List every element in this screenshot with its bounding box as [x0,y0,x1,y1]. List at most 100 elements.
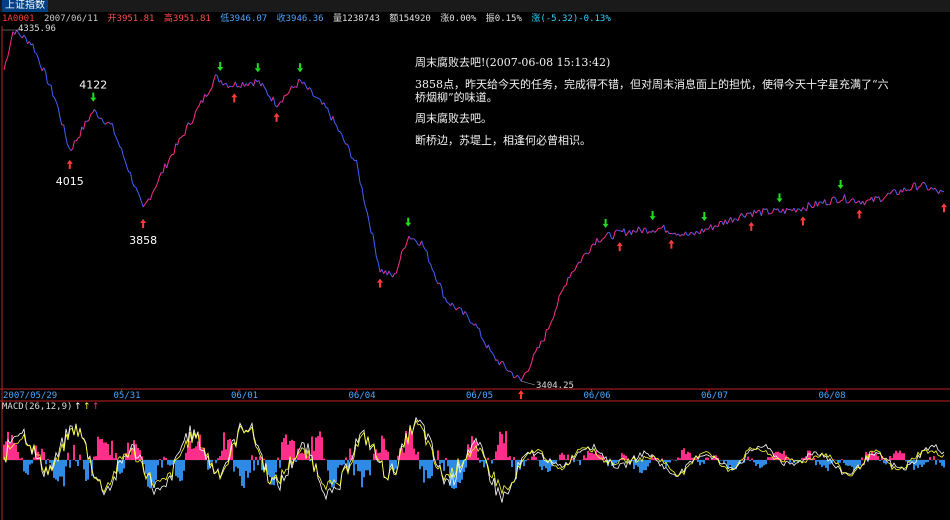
price-segment [723,219,726,225]
price-segment [155,182,159,188]
price-segment [157,176,160,183]
up-arrow-icon [377,278,383,288]
price-segment [144,201,148,205]
price-segment [101,117,104,123]
date-label: 06/04 [349,391,376,401]
price-segment [672,232,675,235]
price-segment [66,143,70,149]
price-segment [623,228,627,236]
price-segment [666,230,670,234]
price-segment [498,361,502,366]
price-segment [359,182,363,188]
price-segment [198,100,202,106]
price-segment [209,87,213,91]
price-segment [433,272,437,281]
price-segment [844,194,847,203]
price-segment [25,37,28,44]
price-segment [229,85,233,88]
price-segment [278,101,282,105]
change-pct: 涨0.00% [440,14,477,24]
price-segment [703,228,706,233]
price-segment [117,141,121,147]
price-segment [918,185,921,188]
min-price-label: 3404.25 [536,381,574,391]
price-segment [518,377,522,382]
price-segment [375,257,379,263]
price-segment [589,245,592,253]
price-segment [674,232,677,236]
price-segment [327,107,330,115]
price-segment [717,221,721,227]
price-segment [911,183,914,190]
price-segment [392,273,395,278]
price-segment [753,210,757,214]
down-arrow-icon [776,193,783,203]
price-segment [395,266,399,274]
price-segment [773,207,777,211]
price-segment [424,249,428,252]
price-segment [813,200,817,208]
amplitude: 振0.15% [485,14,522,24]
price-segment [905,189,909,192]
price-segment [16,29,19,34]
price-segment [676,233,679,236]
price-segment [636,226,639,233]
price-segment [724,219,728,225]
price-segment [638,226,641,230]
price-segment [112,123,115,134]
price-segment [59,117,63,126]
price-segment [332,116,336,124]
index-name-tab[interactable]: 上证指数 [2,0,48,12]
price-segment [350,157,354,159]
price-segment [104,122,108,125]
high-price: 高3951.81 [163,14,211,24]
price-segment [444,297,448,303]
price-segment [356,159,359,171]
price-segment [108,121,112,125]
price-segment [207,90,211,95]
price-segment [786,207,789,211]
price-segment [231,85,234,88]
price-segment [573,269,576,272]
price-segment [403,247,406,250]
price-segment [894,189,898,195]
price-segment [240,82,244,88]
price-segment [777,208,780,213]
price-segment [103,122,106,125]
price-segment [517,374,520,378]
price-segment [216,75,220,83]
down-arrow-icon [837,180,844,190]
price-segment [585,252,589,255]
price-segment [574,264,578,270]
price-segment [262,83,265,88]
up-arrow-icon [273,112,280,122]
price-segment [647,231,650,234]
price-segment [663,224,667,233]
price-segment [88,113,92,121]
price-segment [281,95,285,103]
price-segment [784,208,788,214]
price-segment [654,230,657,233]
price-segment [426,251,430,263]
price-segment [45,71,48,84]
price-segment [506,369,509,372]
price-segment [889,191,892,195]
price-segment [600,239,603,243]
price-segment [122,155,126,161]
price-segment [535,347,538,353]
price-segment [460,308,464,315]
price-segment [520,377,524,382]
price-segment [386,270,390,276]
price-segment [755,210,759,214]
price-segment [318,98,321,100]
price-segment [124,160,128,168]
price-segment [815,200,818,207]
price-segment [159,172,162,177]
price-segment [533,351,536,355]
price-segment [457,307,460,309]
price-segment [437,282,440,285]
price-segment [706,228,710,230]
price-segment [885,192,889,197]
up-arrow-icon [748,221,755,231]
